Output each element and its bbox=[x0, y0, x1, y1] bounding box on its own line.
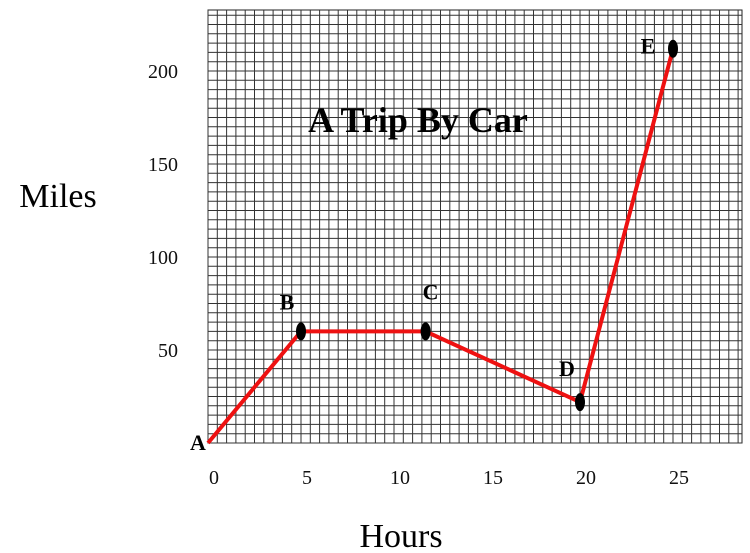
y-tick-label: 200 bbox=[148, 61, 178, 83]
x-tick-label: 5 bbox=[302, 467, 312, 489]
x-tick-label: 15 bbox=[483, 467, 503, 489]
x-axis-title: Hours bbox=[359, 518, 442, 553]
chart-title: A Trip By Car bbox=[308, 100, 528, 140]
point-label-a: A bbox=[190, 430, 206, 455]
point-marker-c bbox=[420, 322, 431, 341]
chart-grid bbox=[207, 9, 743, 444]
x-tick-label: 10 bbox=[390, 467, 410, 489]
point-label-b: B bbox=[280, 289, 295, 314]
y-tick-label: 100 bbox=[148, 247, 178, 269]
point-marker-d bbox=[575, 393, 585, 412]
x-tick-label: 0 bbox=[209, 467, 219, 489]
point-label-c: C bbox=[423, 279, 439, 304]
point-marker-b bbox=[296, 322, 306, 341]
point-marker-e bbox=[668, 39, 678, 58]
point-label-d: D bbox=[559, 356, 575, 381]
x-tick-label: 25 bbox=[669, 467, 689, 489]
x-tick-labels: 0 5 10 15 20 25 bbox=[209, 467, 689, 489]
y-tick-label: 50 bbox=[158, 340, 178, 362]
x-tick-label: 20 bbox=[576, 467, 596, 489]
y-tick-label: 150 bbox=[148, 154, 178, 176]
plot-area bbox=[207, 9, 743, 444]
y-axis-title: Miles bbox=[19, 178, 96, 215]
trip-points: A B C D E bbox=[190, 34, 678, 455]
point-label-e: E bbox=[641, 34, 656, 59]
y-tick-labels: 50 100 150 200 bbox=[148, 61, 178, 362]
